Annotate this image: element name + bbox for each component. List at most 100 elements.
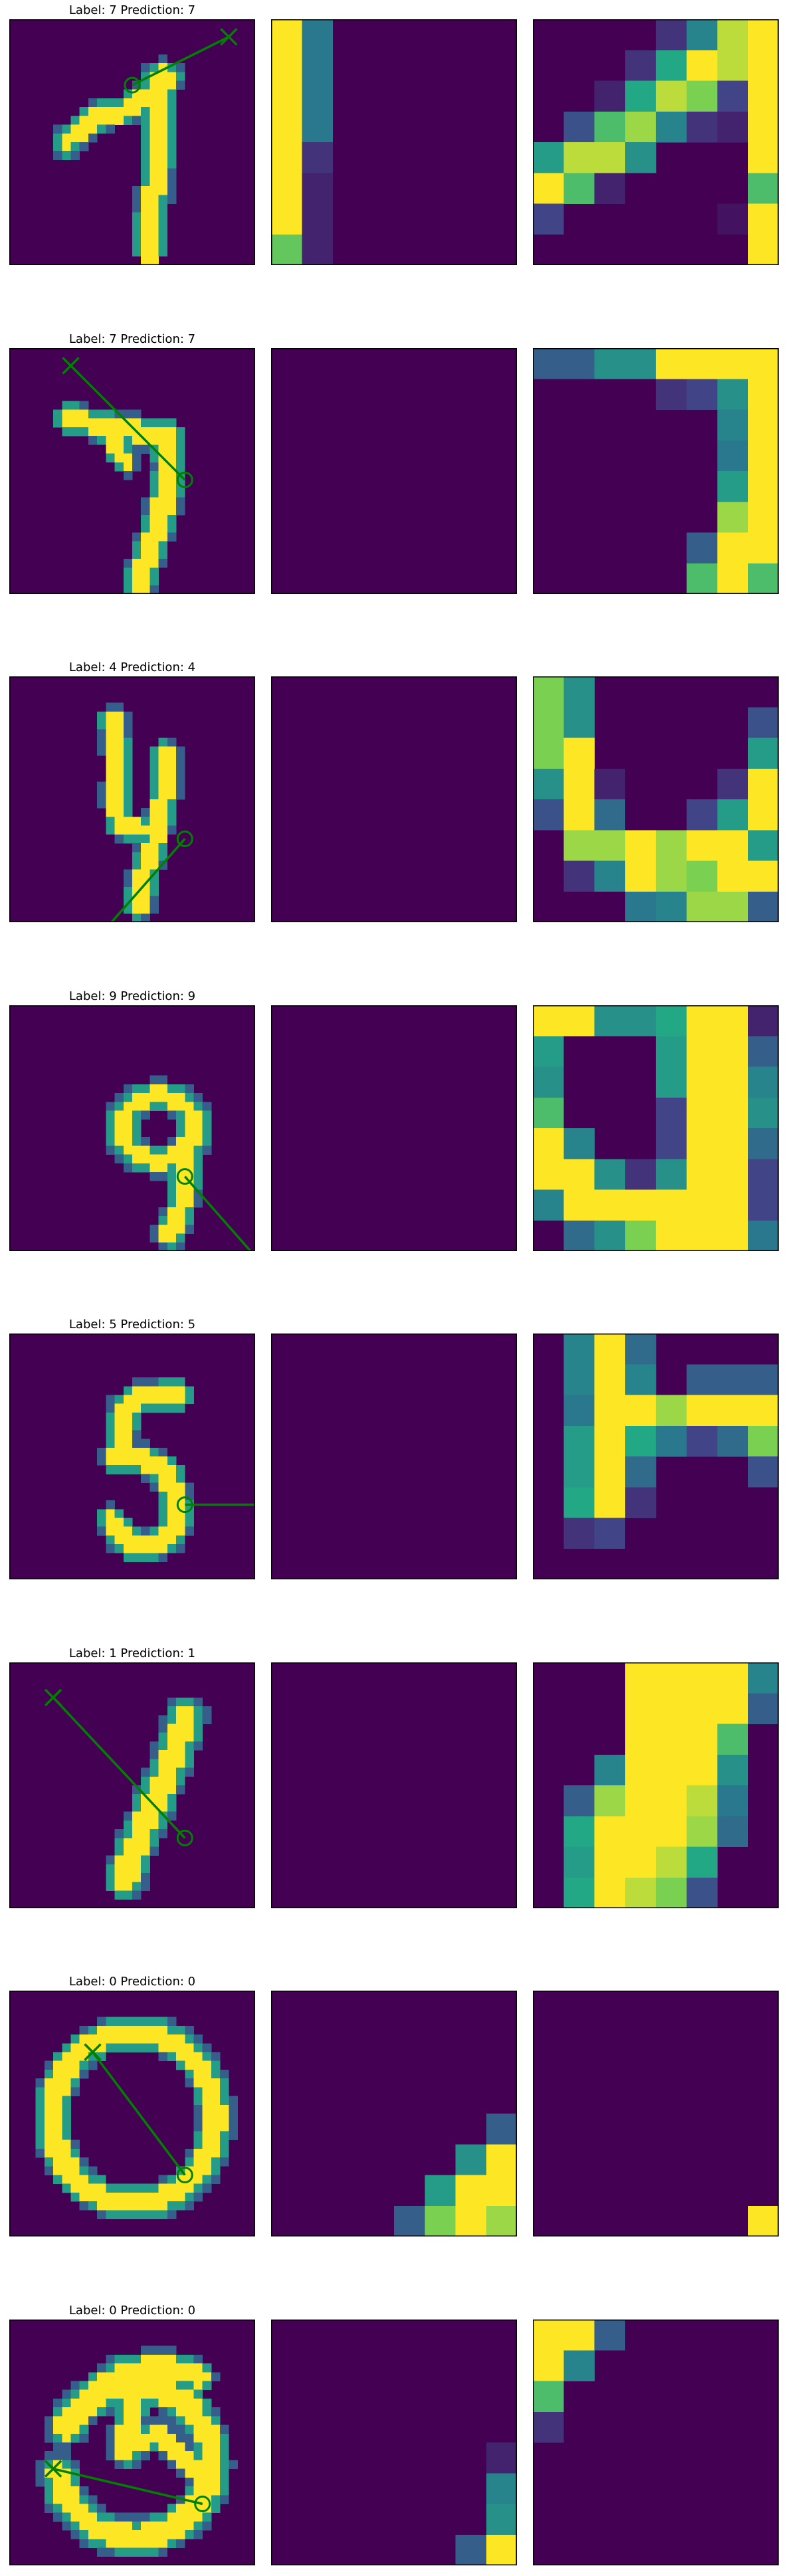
feature-cell <box>686 1066 718 1098</box>
digit-pixel <box>88 2521 98 2531</box>
digit-pixel <box>202 2157 212 2167</box>
feature-map-panel-b <box>533 1662 779 1908</box>
digit-pixel <box>176 2060 185 2070</box>
feature-cell <box>656 1036 687 1067</box>
digit-pixel <box>62 427 71 437</box>
digit-pixel <box>123 2192 133 2202</box>
digit-pixel <box>97 2175 106 2185</box>
digit-pixel <box>123 1544 133 1553</box>
digit-pixel <box>70 2148 80 2158</box>
digit-pixel <box>132 2372 142 2381</box>
feature-cell <box>302 173 333 204</box>
digit-pixel <box>79 2495 89 2504</box>
digit-pixel <box>114 781 124 791</box>
digit-pixel <box>211 2052 221 2062</box>
digit-pixel <box>167 1386 177 1395</box>
feature-cell <box>747 738 779 769</box>
digit-pixel <box>185 1732 194 1742</box>
digit-pixel <box>202 2521 212 2531</box>
digit-pixel <box>149 825 159 835</box>
digit-pixel <box>176 2192 185 2202</box>
digit-pixel <box>193 1163 203 1173</box>
digit-pixel <box>211 2157 221 2167</box>
digit-pixel <box>202 2363 212 2373</box>
digit-pixel <box>141 116 150 125</box>
digit-pixel <box>167 1776 177 1786</box>
digit-pixel <box>158 203 168 213</box>
feature-cell <box>717 1816 749 1847</box>
digit-pixel <box>53 151 62 160</box>
feature-map-panel-a-plot <box>271 1991 517 2236</box>
digit-pixel <box>167 2354 177 2364</box>
axes-frame <box>9 1334 255 1579</box>
digit-pixel <box>158 2201 168 2211</box>
digit-pixel <box>123 755 133 765</box>
digit-pixel <box>141 1803 150 1812</box>
digit-pixel <box>97 2034 106 2044</box>
digit-pixel <box>158 506 168 516</box>
digit-pixel <box>176 2433 185 2443</box>
digit-pixel <box>176 506 185 516</box>
digit-pixel <box>167 2183 177 2193</box>
digit-pixel <box>44 2166 54 2175</box>
digit-pixel <box>141 2192 150 2202</box>
digit-pixel <box>185 2052 194 2062</box>
digit-pixel <box>176 1386 185 1395</box>
digit-pixel <box>149 1084 159 1094</box>
digit-pixel <box>202 2166 212 2175</box>
digit-pixel <box>132 567 142 577</box>
digit-pixel <box>62 2504 71 2514</box>
digit-pixel <box>149 1154 159 1164</box>
feature-cell <box>563 1425 595 1457</box>
digit-pixel <box>35 2104 45 2114</box>
feature-cell <box>656 1159 687 1190</box>
digit-pixel <box>167 142 177 151</box>
digit-pixel <box>53 2512 62 2522</box>
digit-pixel <box>106 1395 115 1405</box>
digit-pixel <box>211 2416 221 2425</box>
axes-frame <box>533 19 779 265</box>
digit-pixel <box>114 1421 124 1431</box>
digit-pixel <box>114 2398 124 2408</box>
digit-pixel <box>167 1377 177 1387</box>
digit-pixel <box>70 2512 80 2522</box>
digit-pixel <box>106 1145 115 1155</box>
digit-pixel <box>176 1474 185 1483</box>
feature-cell <box>717 19 749 50</box>
digit-pixel <box>53 2096 62 2106</box>
digit-pixel <box>79 2192 89 2202</box>
digit-pixel <box>185 2157 194 2167</box>
digit-pixel <box>35 2078 45 2088</box>
input-digit-panel <box>9 1334 255 1579</box>
feature-cell <box>594 1846 626 1878</box>
digit-pixel <box>158 1544 168 1553</box>
feature-cell <box>656 348 687 379</box>
digit-pixel <box>141 2521 150 2531</box>
digit-pixel <box>158 1553 168 1562</box>
digit-pixel <box>114 107 124 116</box>
digit-pixel <box>202 2148 212 2158</box>
digit-pixel <box>97 2389 106 2399</box>
feature-cell <box>747 203 779 235</box>
digit-pixel <box>62 2512 71 2522</box>
digit-pixel <box>185 1110 194 1120</box>
digit-pixel <box>53 2122 62 2131</box>
feature-cell <box>594 1395 626 1427</box>
digit-pixel <box>114 1518 124 1528</box>
digit-pixel <box>167 799 177 809</box>
feature-cell <box>656 80 687 112</box>
digit-pixel <box>176 2043 185 2052</box>
digit-pixel <box>62 2477 71 2487</box>
digit-pixel <box>176 1776 185 1786</box>
digit-pixel <box>97 427 106 437</box>
digit-pixel <box>132 1456 142 1466</box>
digit-pixel <box>141 1820 150 1830</box>
digit-pixel <box>123 453 133 463</box>
digit-pixel <box>106 720 115 730</box>
digit-pixel <box>70 418 80 428</box>
digit-pixel <box>53 2495 62 2504</box>
digit-pixel <box>149 195 159 204</box>
digit-pixel <box>149 221 159 231</box>
feature-cell <box>656 1395 687 1427</box>
digit-pixel <box>70 2389 80 2399</box>
